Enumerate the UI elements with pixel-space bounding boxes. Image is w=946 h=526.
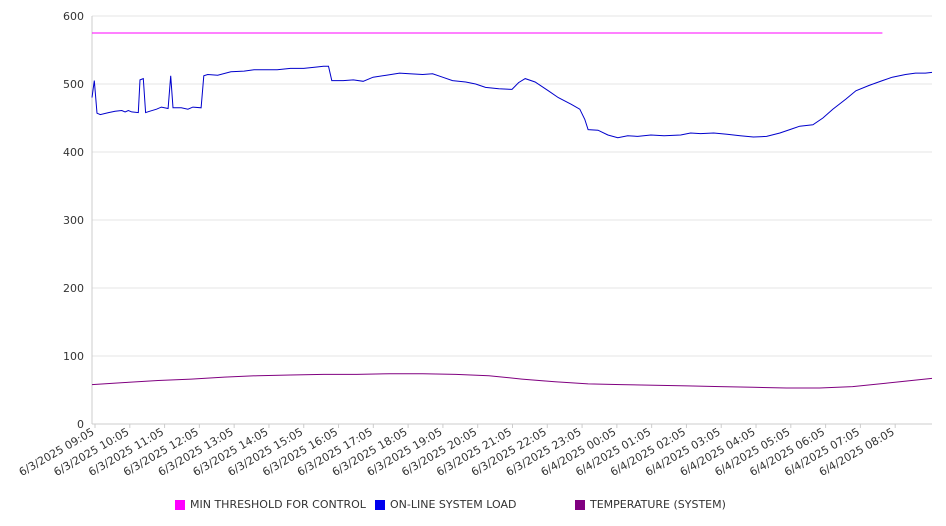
y-tick-label: 100 [63,350,84,363]
y-axis: 0 100 200 300 400 500 600 [63,10,93,431]
legend-swatch-min-threshold [175,499,185,510]
series-line-system-load [91,65,933,139]
series-line-temperature [91,373,933,389]
legend-swatch-system-load [375,499,385,510]
legend-label-system-load: ON-LINE SYSTEM LOAD [390,498,517,511]
y-tick-label: 500 [63,78,84,91]
grid-lines [92,15,932,425]
legend-swatch-temperature [575,499,585,510]
series-lines [91,32,933,389]
x-axis: 6/3/2025 09:056/3/2025 10:056/3/2025 11:… [17,423,932,479]
y-tick-label: 200 [63,282,84,295]
legend-label-temperature: TEMPERATURE (SYSTEM) [590,498,726,511]
legend-item-min-threshold: MIN THRESHOLD FOR CONTROL [175,498,366,511]
y-tick-label: 400 [63,146,84,159]
legend-item-temperature: TEMPERATURE (SYSTEM) [575,498,726,511]
legend-item-system-load: ON-LINE SYSTEM LOAD [375,498,516,511]
legend-label-min-threshold: MIN THRESHOLD FOR CONTROL [190,498,366,511]
legend: MIN THRESHOLD FOR CONTROL ON-LINE SYSTEM… [0,498,946,514]
y-tick-label: 0 [77,418,84,431]
y-tick-label: 300 [63,214,84,227]
y-tick-label: 600 [63,10,84,23]
